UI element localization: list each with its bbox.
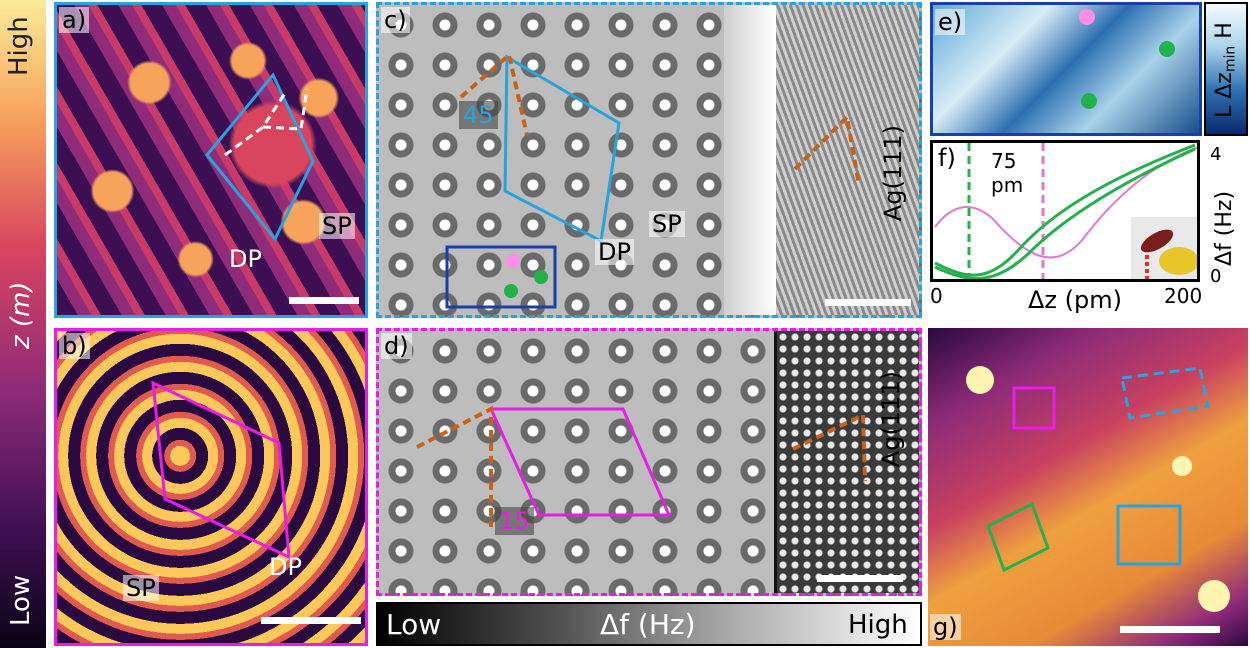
colorbar-horizontal: Low Δf (Hz) High [376,602,922,646]
panel-c-angle: 45 [459,101,498,129]
panel-e-colorbar: L Δzmin H [1204,2,1248,136]
panel-d-divider [774,331,777,593]
panel-d-label: d) [381,333,412,359]
panel-b-overlay [151,380,291,560]
panel-e-colorbar-high: H [1212,22,1237,39]
panel-e-colorbar-low: L Δz [1212,72,1237,118]
panel-f-distance-unit: pm [991,173,1024,197]
panel-f-curves [934,143,1197,279]
colorbar-vertical: High z (m) Low [0,0,46,648]
panel-f-ylabel: Δf (Hz) [1212,190,1237,266]
panel-a-overlay [205,72,315,242]
panel-c-substrate-label: Ag(111) [879,125,907,222]
panel-b-image: b) SP DP [54,328,368,646]
panel-a-sp-label: SP [319,213,355,239]
panel-d-angle: 15 [495,507,534,535]
panel-e-overlay [1079,9,1175,109]
panel-f-y-tick-4: 4 [1210,144,1222,165]
panel-f-y-tick-0: 0 [1210,266,1222,287]
colorbar-low-label: Low [6,574,36,626]
panel-f-x-tick-0: 0 [930,284,943,308]
panel-f-x-tick-200: 200 [1164,284,1203,308]
panel-f-label: f) [938,144,956,172]
panel-b-dp-label: DP [269,553,302,581]
panel-g-image: g) [928,328,1248,646]
panel-g-overlay [966,366,1230,612]
panel-f-xlabel: Δz (pm) [1028,286,1122,314]
panel-e-colorbar-text: L Δzmin H [1212,8,1244,132]
panel-d-ag-lattice [777,331,919,593]
panel-a-dp-label: DP [229,245,262,273]
panel-c-sp-label: SP [649,211,685,237]
panel-c-dp-label: DP [595,239,634,265]
colorbar-bottom-high: High [848,610,908,640]
panel-a-scale-bar [289,297,359,304]
panel-e-colorbar-sub: min [1222,45,1239,73]
panel-c-label: c) [381,7,410,33]
panel-c-scale-bar [825,299,911,306]
panel-b-scale-bar [261,617,361,624]
panel-a-image: a) SP DP [54,2,368,318]
panel-b-sp-label: SP [123,575,159,601]
panel-f-plot: f) 75 pm [930,140,1200,282]
panel-d-overlay [416,405,867,527]
panel-c-overlay [445,51,861,309]
panel-g-scale-bar [1120,626,1220,633]
panel-d-scale-bar [817,575,903,582]
panel-b-label: b) [59,333,90,359]
panel-e-label: e) [935,9,966,35]
colorbar-axis-label: z (m) [6,281,36,349]
panel-a-label: a) [59,7,90,33]
panel-e-image: e) [930,2,1202,136]
panel-d-substrate-label: Ag(111) [877,371,905,468]
panel-f-distance: 75 [991,149,1017,173]
colorbar-bottom-low: Low [386,608,442,641]
colorbar-bottom-unit: Δf (Hz) [600,608,696,641]
panel-d-image: d) 15 Ag(111) [376,328,922,596]
panel-c-ag-lattice [776,5,919,315]
panel-c-white-gap [724,5,776,315]
panel-c-image: c) 45 SP DP Ag(111) [376,2,922,318]
colorbar-high-label: High [4,16,34,76]
panel-g-label: g) [930,614,961,640]
